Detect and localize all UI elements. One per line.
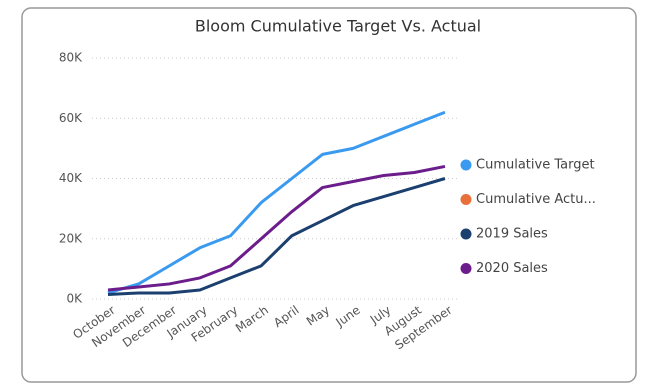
y-tick-label: 80K [59,51,83,65]
y-tick-label: 40K [59,171,83,185]
chart-title: Bloom Cumulative Target Vs. Actual [195,17,481,36]
legend-marker [460,194,472,205]
series-line [107,177,446,296]
legend-marker [460,263,472,274]
legend-label: 2019 Sales [476,227,548,242]
legend-label: 2020 Sales [476,261,548,276]
series-line [107,164,446,292]
y-tick-label: 0K [66,292,83,306]
legend-marker [460,159,472,171]
series-line [107,110,446,295]
legend-label: Cumulative Target [476,158,595,173]
legend-marker [460,228,472,240]
legend-label: Cumulative Actu... [476,192,596,207]
card [21,7,637,383]
y-tick-label: 20K [59,231,83,245]
y-tick-label: 60K [59,111,83,125]
